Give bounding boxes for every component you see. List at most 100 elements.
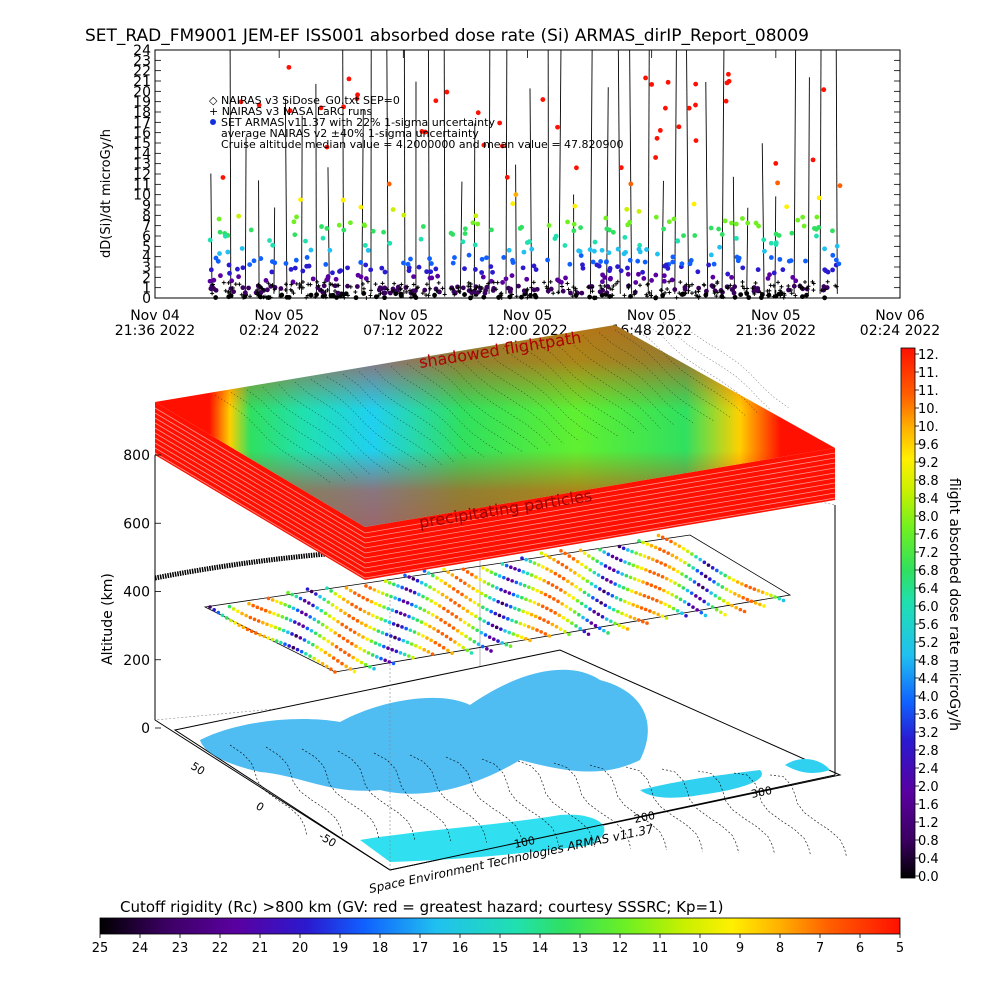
orbit-point bbox=[513, 566, 517, 571]
model-marker bbox=[499, 295, 504, 300]
orbit-point bbox=[355, 619, 360, 623]
model-marker bbox=[353, 290, 358, 295]
data-point bbox=[622, 234, 628, 240]
data-point bbox=[292, 232, 298, 238]
data-point bbox=[692, 233, 698, 238]
model-marker bbox=[255, 292, 260, 297]
x-tick-label-time: 02:24 2022 bbox=[860, 323, 940, 339]
orbit-point bbox=[682, 600, 687, 604]
orbit-point bbox=[417, 592, 421, 597]
data-point bbox=[387, 290, 393, 296]
orbit-point bbox=[670, 553, 675, 558]
data-point bbox=[217, 229, 223, 235]
orbit-point bbox=[329, 628, 333, 632]
orbit-point bbox=[231, 607, 236, 611]
orbit-point bbox=[366, 611, 371, 616]
orbit-point bbox=[606, 591, 610, 596]
data-point bbox=[484, 255, 489, 261]
model-marker bbox=[322, 280, 327, 285]
data-point bbox=[258, 256, 264, 261]
orbit-point bbox=[660, 535, 665, 540]
orbit-point bbox=[418, 606, 422, 611]
data-point bbox=[693, 138, 699, 144]
dose-colorbar-tick-label: 0.4 bbox=[918, 852, 939, 867]
model-marker bbox=[715, 279, 720, 284]
data-point bbox=[291, 219, 297, 225]
orbit-point bbox=[574, 624, 578, 628]
model-marker bbox=[510, 292, 515, 297]
model-marker bbox=[308, 282, 313, 287]
model-marker bbox=[819, 288, 824, 293]
data-point bbox=[822, 295, 828, 301]
model-marker bbox=[341, 293, 346, 298]
orbit-point bbox=[612, 568, 616, 573]
orbit-point bbox=[362, 649, 367, 653]
orbit-point bbox=[389, 634, 393, 638]
orbit-point bbox=[376, 589, 381, 594]
model-marker bbox=[237, 282, 242, 287]
orbit-point bbox=[680, 572, 684, 576]
orbit-point bbox=[410, 602, 414, 607]
model-marker bbox=[290, 288, 295, 293]
data-point bbox=[506, 285, 511, 291]
3d-front-axes bbox=[154, 505, 836, 871]
model-marker bbox=[797, 283, 802, 288]
orbit-point bbox=[449, 598, 453, 602]
data-point bbox=[596, 263, 602, 269]
data-point bbox=[358, 204, 364, 210]
orbit-point bbox=[407, 575, 411, 579]
data-point bbox=[563, 275, 568, 281]
orbit-point bbox=[359, 621, 364, 625]
model-marker bbox=[677, 291, 682, 296]
model-marker bbox=[283, 288, 288, 293]
orbit-point bbox=[656, 573, 661, 577]
orbit-point bbox=[674, 595, 679, 599]
data-point bbox=[637, 242, 643, 248]
data-spike bbox=[258, 180, 260, 294]
orbit-point bbox=[254, 631, 258, 635]
model-marker bbox=[491, 280, 496, 285]
orbit-point bbox=[471, 586, 475, 591]
dose-colorbar-tick-label: 6.4 bbox=[918, 582, 939, 597]
data-point bbox=[836, 261, 842, 267]
data-point bbox=[602, 275, 608, 280]
orbit-point bbox=[309, 589, 314, 594]
orbit-point bbox=[383, 618, 388, 623]
data-point bbox=[776, 233, 782, 238]
orbit-point bbox=[340, 622, 344, 627]
model-marker bbox=[740, 284, 745, 289]
orbit-point bbox=[394, 649, 399, 654]
orbit-point bbox=[208, 605, 212, 609]
model-marker bbox=[632, 292, 637, 297]
data-point bbox=[334, 295, 339, 300]
orbit-point bbox=[538, 576, 542, 581]
orbit-point bbox=[465, 648, 470, 653]
orbit-point bbox=[297, 622, 301, 626]
data-point bbox=[751, 285, 757, 290]
data-point bbox=[636, 209, 642, 214]
data-point bbox=[466, 252, 472, 258]
orbit-point bbox=[641, 619, 645, 624]
model-marker bbox=[633, 289, 638, 294]
orbit-point bbox=[550, 583, 555, 587]
data-point bbox=[240, 285, 246, 291]
orbit-point bbox=[669, 539, 673, 544]
orbit-point bbox=[511, 592, 516, 597]
orbit-point bbox=[268, 610, 272, 614]
model-marker bbox=[360, 281, 365, 286]
continent-shape bbox=[360, 814, 605, 862]
model-marker bbox=[614, 281, 619, 286]
model-marker bbox=[573, 286, 578, 291]
orbit-point bbox=[426, 571, 431, 576]
orbit-point bbox=[262, 634, 266, 639]
orbit-point bbox=[241, 625, 246, 630]
model-marker bbox=[602, 283, 607, 288]
orbit-point bbox=[674, 555, 679, 560]
data-point bbox=[823, 268, 829, 274]
orbit-point bbox=[545, 567, 549, 571]
plane-stripe bbox=[364, 492, 836, 574]
orbit-point bbox=[464, 595, 468, 599]
model-marker bbox=[798, 285, 803, 290]
model-marker bbox=[689, 291, 694, 296]
model-marker bbox=[316, 283, 321, 288]
